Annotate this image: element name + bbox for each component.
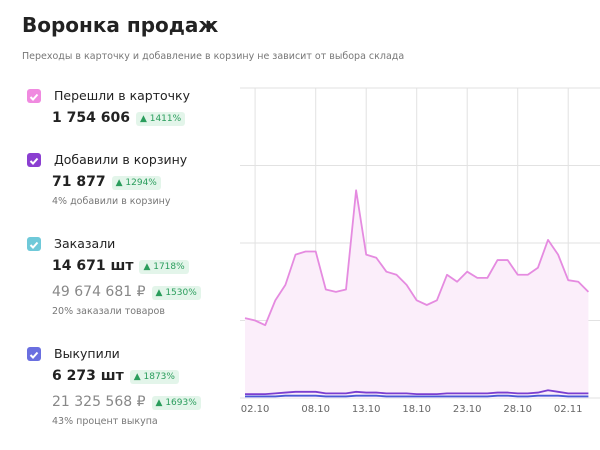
- x-tick-label: 23.10: [453, 404, 482, 415]
- change-value: 1693%: [165, 398, 197, 408]
- metric-note: 43% процент выкупа: [52, 416, 158, 427]
- metric-label: Выкупили: [54, 346, 120, 361]
- x-tick-label: 02.11: [554, 404, 583, 415]
- change-badge: ▲ 1411%: [135, 112, 186, 126]
- x-tick-label: 13.10: [352, 404, 381, 415]
- check-icon: [29, 93, 39, 101]
- change-value: 1530%: [165, 288, 197, 298]
- change-badge: ▲ 1530%: [151, 286, 201, 300]
- metric-value: 21 325 568 ₽: [52, 394, 146, 410]
- check-icon: [29, 241, 39, 249]
- change-value: 1873%: [143, 372, 175, 382]
- change-value: 1718%: [153, 262, 185, 272]
- series-line: [245, 389, 589, 396]
- subtitle: Переходы в карточку и добавление в корзи…: [22, 51, 405, 62]
- metric-note: 4% добавили в корзину: [52, 196, 171, 207]
- x-tick-label: 02.10: [241, 404, 270, 415]
- x-tick-label: 08.10: [301, 404, 330, 415]
- x-tick-label: 18.10: [402, 404, 431, 415]
- metric-value: 49 674 681 ₽: [52, 284, 146, 300]
- page-title[interactable]: Воронка продаж: [22, 13, 219, 37]
- change-badge: ▲ 1693%: [151, 396, 201, 410]
- metric-value: 6 273 шт: [52, 368, 124, 384]
- change-badge: ▲ 1294%: [111, 176, 161, 190]
- checkbox[interactable]: [27, 89, 41, 103]
- metric-label: Добавили в корзину: [54, 152, 188, 167]
- checkbox[interactable]: [27, 237, 41, 251]
- change-badge: ▲ 1718%: [139, 260, 189, 274]
- x-tick-label: 28.10: [503, 404, 532, 415]
- checkbox[interactable]: [27, 347, 41, 361]
- change-value: 1411%: [149, 114, 182, 124]
- change-badge: ▲ 1873%: [129, 370, 179, 384]
- checkbox[interactable]: [27, 153, 41, 167]
- chevron-icon[interactable]: [205, 19, 215, 33]
- metric-value: 1 754 606: [52, 110, 130, 126]
- metric-label: Перешли в карточку: [54, 88, 190, 103]
- change-value: 1294%: [125, 178, 157, 188]
- series-line: [244, 189, 590, 327]
- check-icon: [29, 351, 39, 359]
- series-line: [245, 394, 589, 398]
- check-icon: [29, 157, 39, 165]
- metric-value: 71 877: [52, 174, 106, 190]
- metric-value: 14 671 шт: [52, 258, 134, 274]
- metric-label: Заказали: [54, 236, 116, 251]
- series-area: [245, 190, 589, 398]
- metric-note: 20% заказали товаров: [52, 306, 165, 317]
